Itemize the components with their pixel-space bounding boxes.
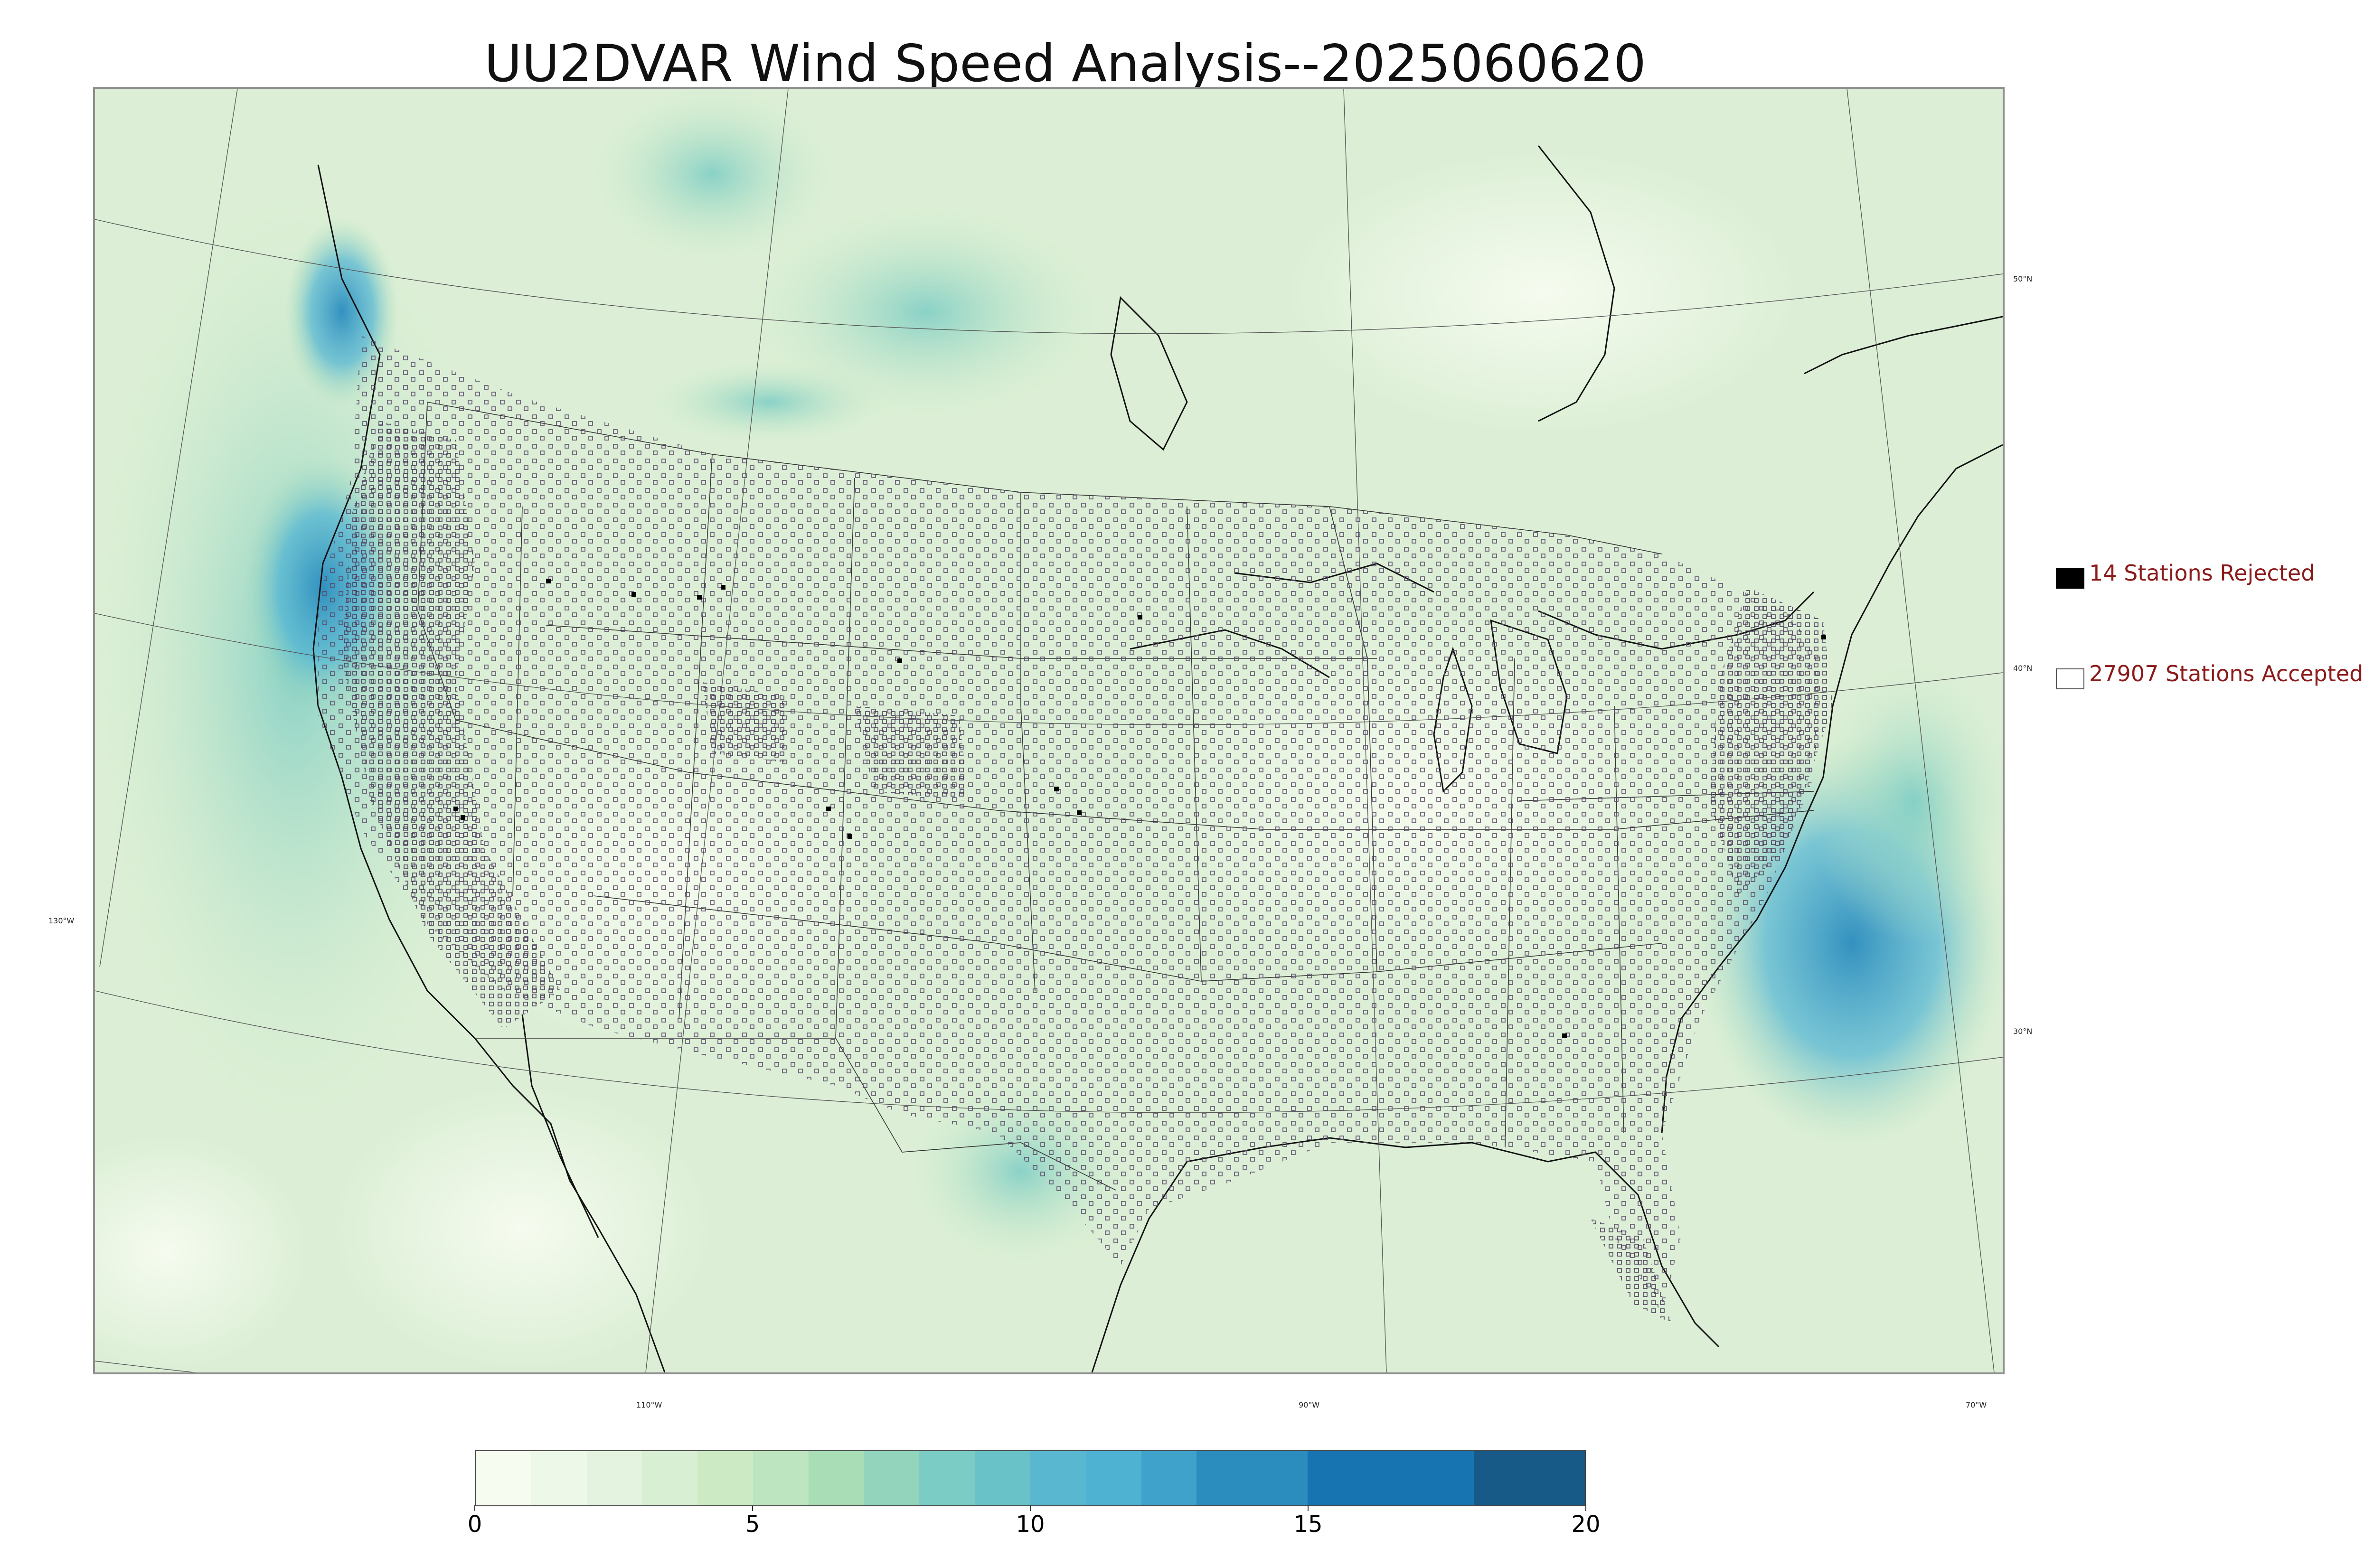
colorbar-segment <box>1307 1451 1474 1505</box>
colorbar-segment <box>1141 1451 1197 1505</box>
colorbar-tick-label: 10 <box>1016 1511 1045 1538</box>
legend-rejected-label: 14 Stations Rejected <box>2089 560 2315 586</box>
wind-speed-map <box>93 87 2005 1374</box>
accepted-stations <box>318 336 1833 1323</box>
colorbar-segment <box>476 1451 531 1505</box>
colorbar-tick-label: 5 <box>745 1511 760 1538</box>
colorbar-tick-label: 20 <box>1571 1511 1601 1538</box>
accepted-marker-swatch <box>2056 668 2084 689</box>
colorbar-segment <box>1030 1451 1086 1505</box>
lon-label-70w: 70°W <box>1966 1400 1987 1409</box>
colorbar-segment <box>864 1451 920 1505</box>
lat-label-30n: 30°N <box>2013 1027 2033 1036</box>
rejected-stations <box>453 579 1826 1038</box>
lat-label-50n: 50°N <box>2013 274 2033 283</box>
legend-accepted-label: 27907 Stations Accepted <box>2089 661 2364 686</box>
colorbar-segment <box>1196 1451 1308 1505</box>
colorbar-tick <box>1030 1505 1031 1511</box>
colorbar-tick-label: 15 <box>1293 1511 1323 1538</box>
lon-label-110w: 110°W <box>636 1400 662 1409</box>
colorbar-gradient <box>475 1450 1586 1506</box>
colorbar-tick <box>752 1505 753 1511</box>
colorbar-tick <box>1585 1505 1586 1511</box>
colorbar-segment <box>531 1451 587 1505</box>
colorbar-segment <box>975 1451 1030 1505</box>
colorbar-segment <box>642 1451 698 1505</box>
colorbar-segment <box>808 1451 864 1505</box>
colorbar-segment <box>919 1451 975 1505</box>
rejected-marker-swatch <box>2056 568 2084 589</box>
colorbar-segment <box>586 1451 642 1505</box>
graticule <box>95 89 2003 1372</box>
lat-label-40n: 40°N <box>2013 664 2033 673</box>
map-canvas <box>95 89 2003 1372</box>
lon-label-90w: 90°W <box>1299 1400 1320 1409</box>
map-title: UU2DVAR Wind Speed Analysis--2025060620 <box>484 34 1646 94</box>
lon-label-130w: 130°W <box>48 916 75 925</box>
colorbar-segment <box>1474 1451 1585 1505</box>
colorbar-segment <box>697 1451 753 1505</box>
colorbar-segment <box>753 1451 809 1505</box>
colorbar-tick <box>1308 1505 1309 1511</box>
colorbar-tick-label: 0 <box>467 1511 482 1538</box>
colorbar-segment <box>1085 1451 1141 1505</box>
colorbar-tick <box>474 1505 475 1511</box>
